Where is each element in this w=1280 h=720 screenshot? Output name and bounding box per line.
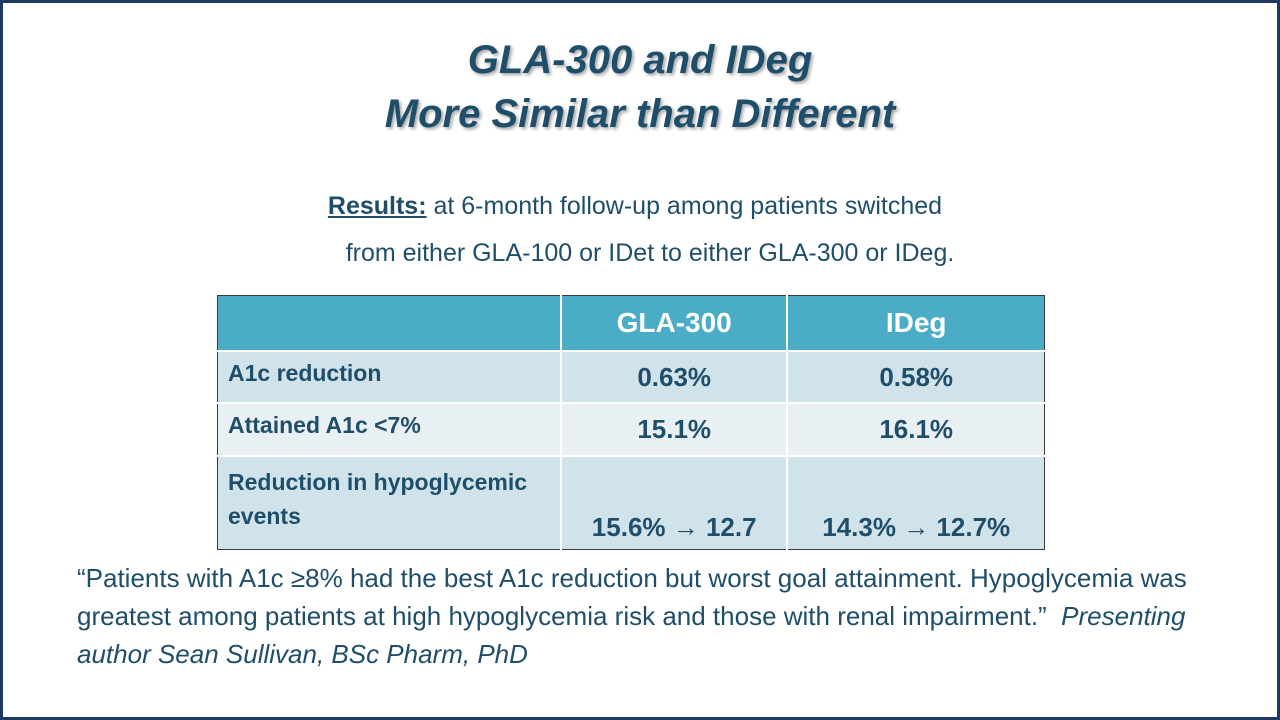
cell-gla300: 0.63% [559,350,788,403]
intro-line1-text: at 6-month follow-up among patients swit… [426,192,943,220]
intro-line2: from either GLA-100 or IDet to either GL… [345,239,955,267]
slide-title-line1: GLA-300 and IDeg [467,38,813,82]
header-empty [217,295,561,351]
cell-ideg: 16.1% [786,402,1045,456]
table-row: A1c reduction 0.63% 0.58% [217,350,1045,403]
table-row: Attained A1c <7% 15.1% 16.1% [217,402,1045,456]
row-label: Attained A1c <7% [217,402,561,456]
cell-gla300: 15.1% [559,402,788,456]
slide-title-line2: More Similar than Different [384,92,896,136]
intro-line1: Results: at 6-month follow-up among pati… [3,191,1277,221]
row-label: A1c reduction [217,350,561,403]
cell-ideg: 0.58% [786,350,1045,403]
cell-gla300: 15.6% → 12.7 [559,455,788,550]
table-row: Reduction in hypoglycemic events 15.6% →… [217,455,1045,550]
cell-ideg: 14.3% → 12.7% [786,455,1045,550]
row-label: Reduction in hypoglycemic events [217,455,561,550]
quote-block: “Patients with A1c ≥8% had the best A1c … [77,559,1227,673]
results-label: Results: [327,192,427,220]
header-ideg: IDeg [786,295,1045,351]
quote-text: “Patients with A1c ≥8% had the best A1c … [77,563,1187,631]
header-gla300: GLA-300 [559,295,788,351]
table-header-row: GLA-300 IDeg [217,295,1045,351]
results-table: GLA-300 IDeg A1c reduction 0.63% 0.58% A… [217,295,1045,550]
quote-attribution: Presenting author Sean Sullivan, BSc Pha… [77,601,1186,669]
